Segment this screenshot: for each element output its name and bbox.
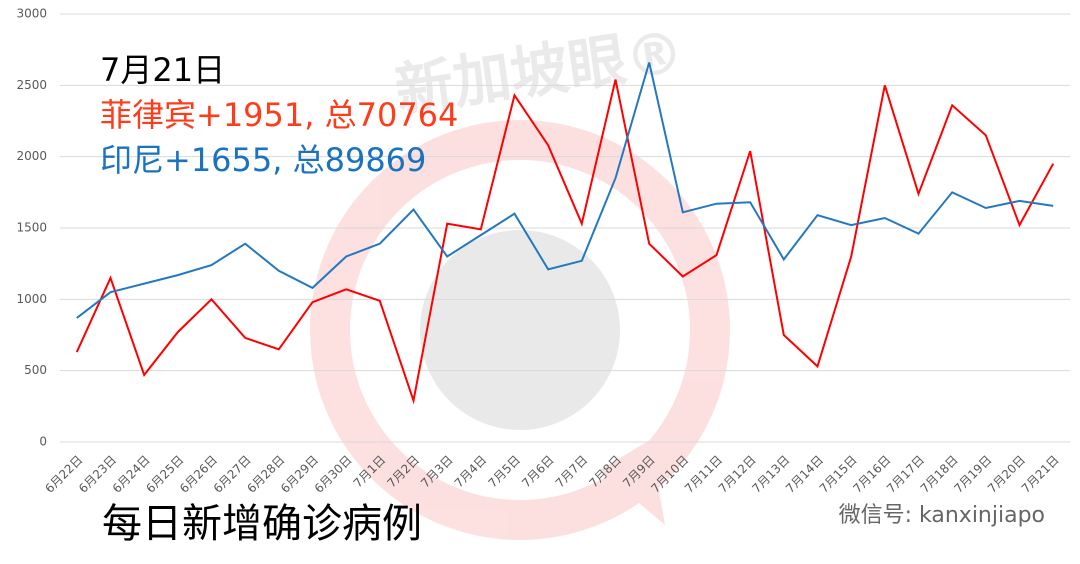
y-tick-label: 3000 <box>16 7 47 21</box>
annotation: 菲律宾+1951, 总70764 <box>100 96 458 134</box>
watermark-logo <box>310 120 730 540</box>
x-tick-label: 7月7日 <box>553 453 591 491</box>
series-line <box>75 79 1055 405</box>
y-tick-label: 1500 <box>16 221 47 235</box>
caption: 每日新增确诊病例 <box>102 501 422 547</box>
y-tick-label: 0 <box>39 435 47 449</box>
annotation: 印尼+1655, 总89869 <box>100 141 426 179</box>
x-tick-label: 6月30日 <box>312 453 355 496</box>
y-tick-label: 1000 <box>16 292 47 306</box>
y-tick-label: 2500 <box>16 78 47 92</box>
y-tick-label: 2000 <box>16 149 47 163</box>
x-tick-label: 7月4日 <box>452 453 490 491</box>
series-line <box>76 62 1054 319</box>
x-tick-label: 7月6日 <box>519 453 557 491</box>
y-tick-label: 500 <box>24 363 47 377</box>
source: 微信号: kanxinjiapo <box>839 503 1045 528</box>
annotation: 7月21日 <box>100 51 225 89</box>
x-tick-label: 7月21日 <box>1019 453 1062 496</box>
x-tick-label: 7月5日 <box>485 453 523 491</box>
